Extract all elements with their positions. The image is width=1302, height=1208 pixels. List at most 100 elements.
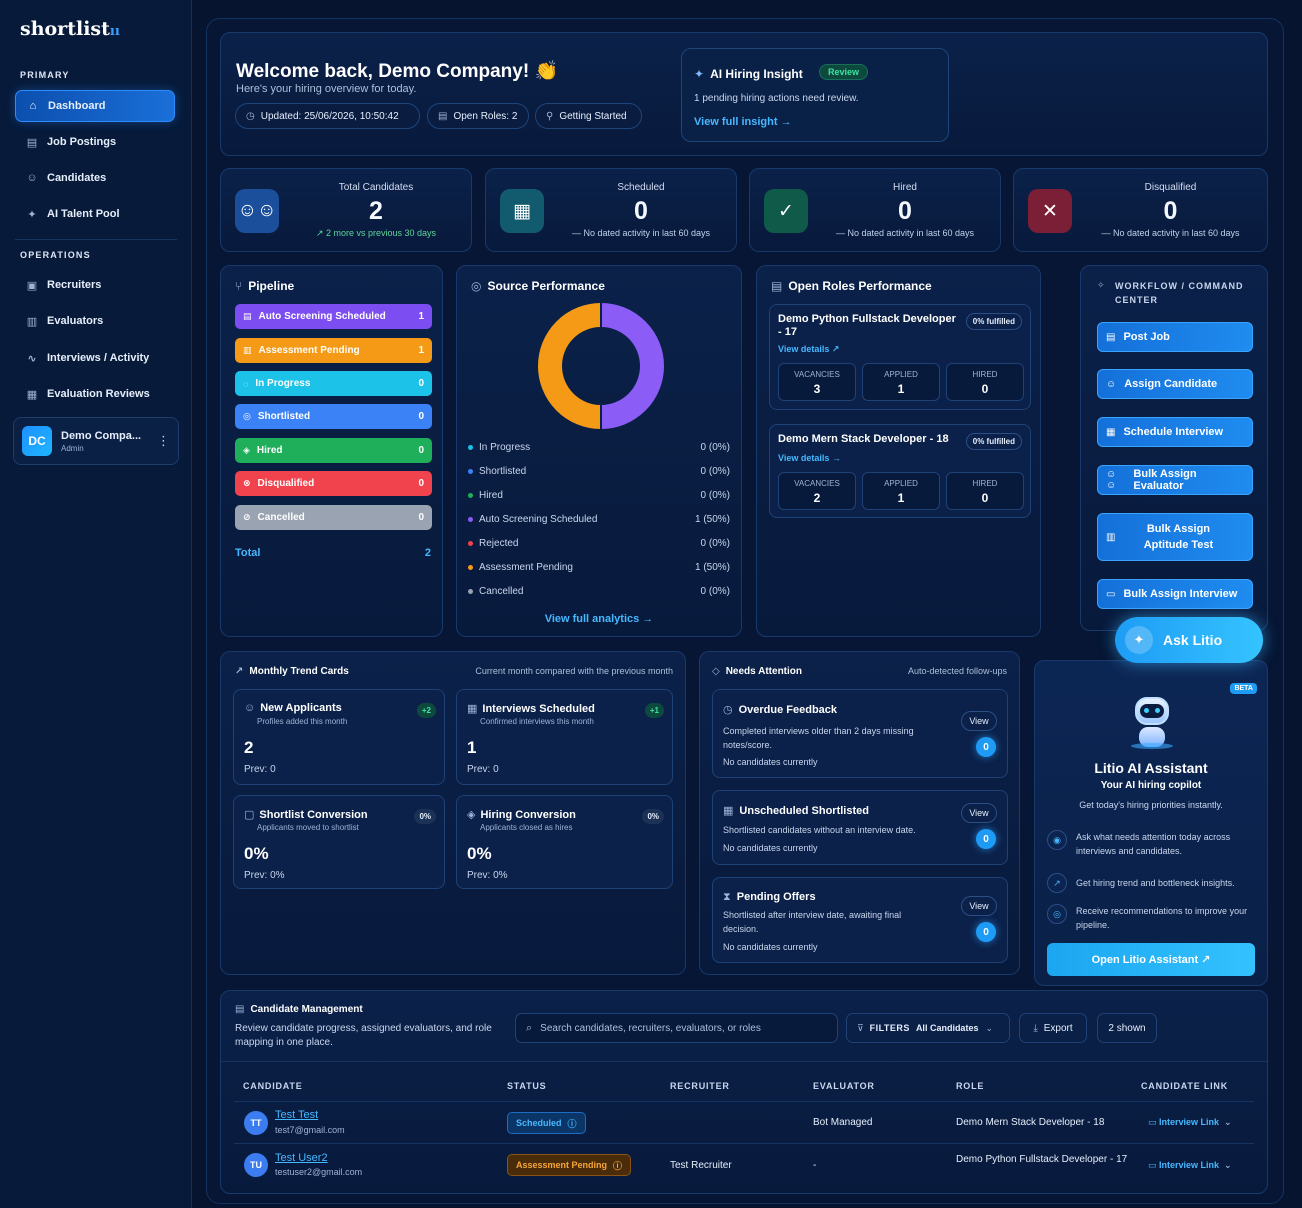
col-candidate-link[interactable]: CANDIDATE LINK [1141, 1081, 1229, 1091]
candidate-email: test7@gmail.com [275, 1125, 345, 1135]
source-row-in-progress: In Progress 0 (0%) [468, 442, 730, 453]
updated-pill: ◷ Updated: 25/06/2026, 10:50:42 [235, 103, 420, 129]
source-row-cancelled: Cancelled 0 (0%) [468, 586, 730, 597]
search-input[interactable]: ⌕ Search candidates, recruiters, evaluat… [515, 1013, 838, 1043]
brand-logo[interactable]: shortlistıı [20, 18, 120, 40]
role-card-mern[interactable]: Demo Mern Stack Developer - 18 0% fulfil… [769, 424, 1031, 518]
stage-hired[interactable]: ◈ Hired 0 [235, 438, 432, 463]
post-job-button[interactable]: ▤ Post Job [1097, 322, 1253, 352]
col-role[interactable]: ROLE [956, 1081, 985, 1091]
getting-started-pill[interactable]: ⚲ Getting Started [535, 103, 642, 129]
candidate-name-link[interactable]: Test User2 [275, 1152, 328, 1164]
command-icon: ✧ [1097, 280, 1105, 290]
role-card-python[interactable]: Demo Python Fullstack Developer - 17 0% … [769, 304, 1031, 410]
col-candidate[interactable]: CANDIDATE [243, 1081, 303, 1091]
sparkle-icon: ✦ [694, 67, 705, 81]
stage-disqualified[interactable]: ⊗ Disqualified 0 [235, 471, 432, 496]
chevron-down-icon: ⌄ [1224, 1160, 1232, 1170]
search-placeholder: Search candidates, recruiters, evaluator… [540, 1022, 761, 1034]
stage-shortlisted[interactable]: ◎ Shortlisted 0 [235, 404, 432, 429]
filter-icon: ⊽ [857, 1022, 864, 1033]
export-button[interactable]: ⤓ Export [1019, 1013, 1087, 1043]
trend-badge: 0% [414, 809, 436, 824]
stat-value: 0 [1163, 197, 1178, 225]
count-badge: 0 [976, 737, 996, 757]
sidebar-item-dashboard[interactable]: ⌂ Dashboard [15, 90, 175, 122]
x-circle-icon: ✕ [1028, 189, 1072, 233]
view-details-link[interactable]: View details ↗ [778, 344, 840, 354]
row-divider [234, 1101, 1254, 1102]
stat-label: Disqualified [1144, 182, 1197, 193]
view-full-analytics-link[interactable]: View full analytics → [544, 613, 654, 625]
sidebar-item-job-postings[interactable]: ▤ Job Postings [26, 136, 117, 149]
workflow-card: ✧ WORKFLOW / COMMAND CENTER ▤ Post Job ☺ A… [1080, 265, 1268, 631]
video-icon: ▭ [1148, 1160, 1160, 1170]
col-recruiter[interactable]: RECRUITER [670, 1081, 730, 1091]
chart-icon: ↗ [235, 666, 244, 677]
bulk-assign-interview-button[interactable]: ▭ Bulk Assign Interview [1097, 579, 1253, 609]
sidebar-item-candidates[interactable]: ☺ Candidates [26, 172, 107, 184]
chevron-down-icon: ⌄ [1224, 1117, 1232, 1127]
stage-auto-screening[interactable]: ▤ Auto Screening Scheduled 1 [235, 304, 432, 329]
sidebar-item-interviews-activity[interactable]: ∿ Interviews / Activity [15, 342, 175, 374]
monthly-trend-card: ↗ Monthly Trend Cards Current month compa… [220, 651, 686, 975]
legend-dot [468, 493, 473, 498]
bulk-assign-aptitude-button[interactable]: ▥ Bulk Assign Aptitude Test [1097, 513, 1253, 561]
sidebar-item-evaluation-reviews[interactable]: ▦ Evaluation Reviews [26, 388, 150, 401]
sidebar-item-evaluators[interactable]: ▥ Evaluators [26, 315, 104, 328]
schedule-interview-button[interactable]: ▦ Schedule Interview [1097, 417, 1253, 447]
stat-note: ↗ 2 more vs previous 30 days [315, 228, 437, 238]
pipeline-title: ⑂ Pipeline [235, 279, 295, 293]
trend-hiring-conversion[interactable]: ◈ Hiring Conversion Applicants closed as … [456, 795, 673, 889]
interview-link[interactable]: ▭ Interview Link ⌄ [1148, 1117, 1232, 1127]
row-divider [234, 1143, 1254, 1144]
avatar: DC [22, 426, 52, 456]
trend-shortlist-conversion[interactable]: ▢ Shortlist Conversion Applicants moved t… [233, 795, 445, 889]
open-litio-button[interactable]: Open Litio Assistant ↗ [1047, 943, 1255, 976]
briefcase-icon: ▤ [438, 110, 448, 122]
message-icon: ▢ [244, 809, 255, 821]
diamond-icon: ◇ [712, 666, 720, 677]
view-button[interactable]: View [961, 803, 997, 823]
bulk-assign-evaluator-button[interactable]: ☺☺ Bulk Assign Evaluator [1097, 465, 1253, 495]
stage-icon: ▤ [243, 311, 252, 321]
robot-icon [1129, 695, 1175, 749]
view-button[interactable]: View [961, 896, 997, 916]
stat-value: 0 [634, 197, 648, 225]
insight-desc: 1 pending hiring actions need review. [694, 93, 859, 104]
legend-dot [468, 445, 473, 450]
litio-feature: ◎ Receive recommendations to improve your… [1047, 904, 1269, 932]
open-roles-card: ▤ Open Roles Performance Demo Python Full… [756, 265, 1041, 637]
source-row-hired: Hired 0 (0%) [468, 490, 730, 501]
trend-badge: +2 [416, 703, 436, 718]
interview-link[interactable]: ▭ Interview Link ⌄ [1148, 1160, 1232, 1170]
sidebar-item-ai-talent-pool[interactable]: ✦ AI Talent Pool [15, 198, 175, 230]
stage-cancelled[interactable]: ⊘ Cancelled 0 [235, 505, 432, 530]
trend-interviews-scheduled[interactable]: ▦ Interviews Scheduled Confirmed intervie… [456, 689, 673, 785]
pipeline-total-label: Total [235, 547, 261, 559]
more-vertical-icon[interactable]: ⋮ [157, 433, 170, 448]
view-full-insight-link[interactable]: View full insight → [694, 116, 792, 128]
sparkle-icon: ✦ [1125, 626, 1153, 654]
sidebar: shortlistıı PRIMARY ⌂ Dashboard ▤ Job Post… [0, 0, 192, 1208]
trend-new-applicants[interactable]: ☺ New Applicants Profiles added this mont… [233, 689, 445, 785]
trend-title: ↗ Monthly Trend Cards [235, 666, 349, 677]
stage-assessment-pending[interactable]: ▥ Assessment Pending 1 [235, 338, 432, 363]
sidebar-item-recruiters[interactable]: ▣ Recruiters [26, 279, 102, 292]
user-card[interactable]: DC Demo Compa... Admin ⋮ [13, 417, 179, 465]
section-operations-label: OPERATIONS [20, 250, 91, 260]
filters-dropdown[interactable]: ⊽ FILTERS All Candidates ⌄ [846, 1013, 1010, 1043]
candidate-name-link[interactable]: Test Test [275, 1109, 319, 1121]
stage-in-progress[interactable]: ◌ In Progress 0 [235, 371, 432, 396]
assign-candidate-button[interactable]: ☺ Assign Candidate [1097, 369, 1253, 399]
ask-litio-button[interactable]: ✦ Ask Litio [1115, 617, 1263, 663]
id-card-icon: ▣ [26, 279, 38, 292]
open-roles-pill[interactable]: ▤ Open Roles: 2 [427, 103, 529, 129]
count-badge: 0 [976, 829, 996, 849]
view-details-link[interactable]: View details → [778, 453, 841, 463]
col-status[interactable]: STATUS [507, 1081, 547, 1091]
col-evaluator[interactable]: EVALUATOR [813, 1081, 875, 1091]
view-button[interactable]: View [961, 711, 997, 731]
stat-card-total-candidates: ☺☺ Total Candidates 2 ↗ 2 more vs previo… [220, 168, 472, 252]
role-title: Demo Mern Stack Developer - 18 [778, 433, 949, 445]
